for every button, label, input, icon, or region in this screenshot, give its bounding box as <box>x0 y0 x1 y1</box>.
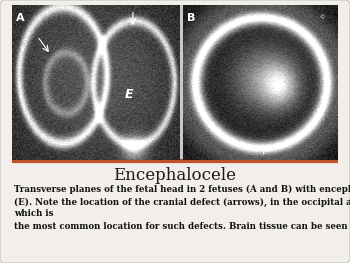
Text: Transverse planes of the fetal head in 2 fetuses (A and B) with encephaloceles: Transverse planes of the fetal head in 2… <box>14 184 350 194</box>
Text: the most common location for such defects. Brain tissue can be seen in both ence: the most common location for such defect… <box>14 221 350 231</box>
Text: E: E <box>276 82 284 92</box>
Text: Encephalocele: Encephalocele <box>113 166 237 184</box>
Text: E: E <box>125 88 133 101</box>
Bar <box>183 5 338 160</box>
Bar <box>12 5 338 160</box>
Text: A: A <box>16 13 25 23</box>
Text: B: B <box>187 13 196 23</box>
Bar <box>12 5 180 160</box>
Text: which is: which is <box>14 209 54 218</box>
Text: (E). Note the location of the cranial defect (arrows), in the occipital aspect o: (E). Note the location of the cranial de… <box>14 198 350 206</box>
Text: ©: © <box>320 16 325 21</box>
